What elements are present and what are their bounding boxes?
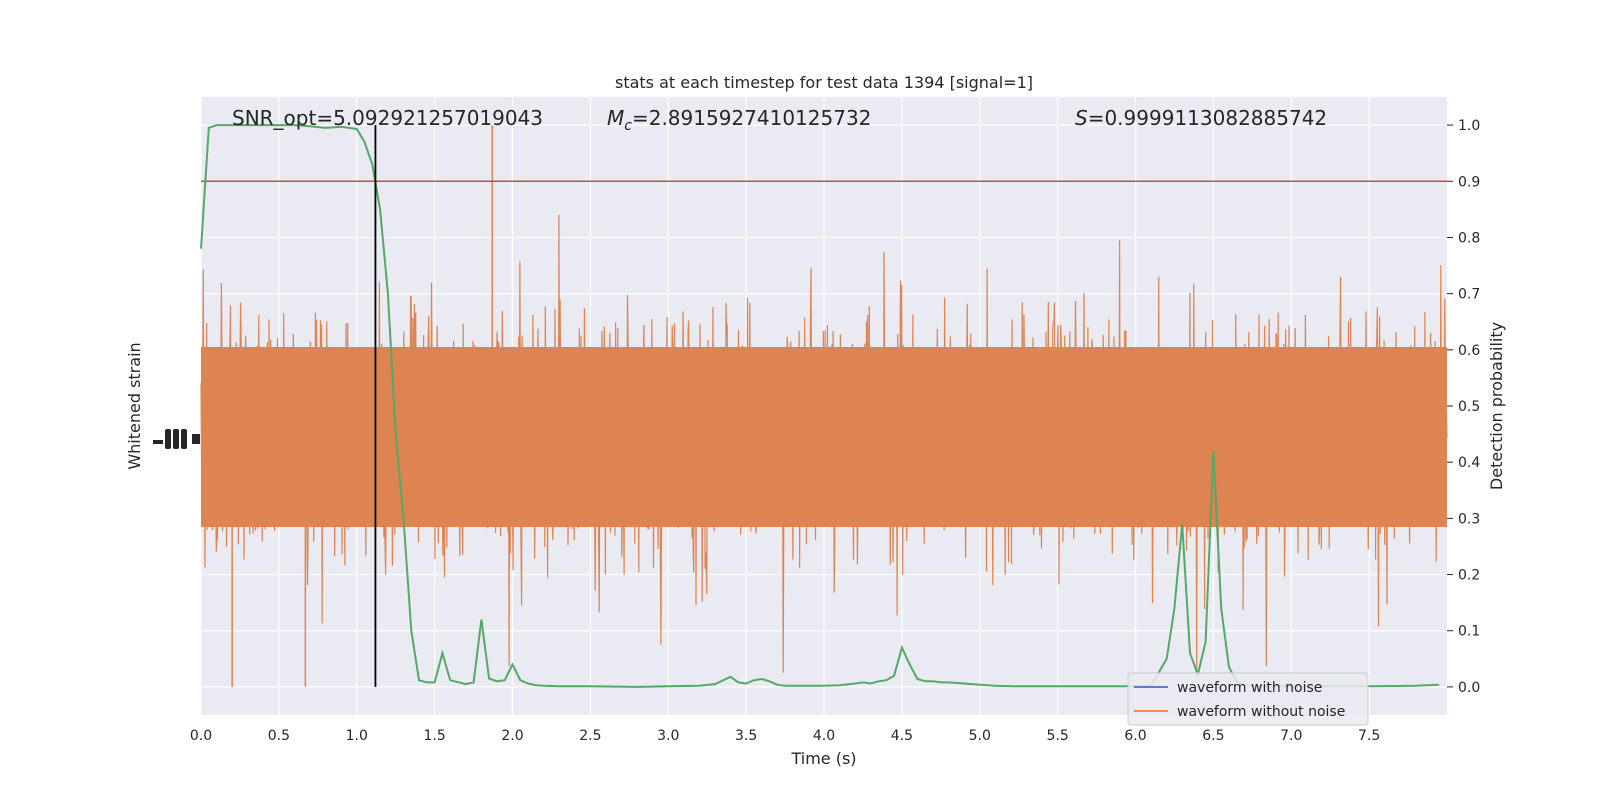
left-axis-label: Whitened strain (125, 342, 144, 469)
x-tick-label: 7.0 (1280, 728, 1302, 744)
x-tick-label: 4.0 (813, 728, 835, 744)
x-tick-label: 3.0 (657, 728, 679, 744)
x-tick-label: 7.5 (1358, 728, 1380, 744)
x-tick-label: 6.0 (1124, 728, 1146, 744)
legend: waveform with noise waveform without noi… (1127, 672, 1369, 726)
y-tick-label: 0.7 (1458, 287, 1480, 303)
y-tick-label: 0.6 (1458, 343, 1480, 359)
noise-path (200, 214, 1448, 674)
x-tick-label: 3.5 (735, 728, 757, 744)
legend-label-with-noise: waveform with noise (1177, 680, 1322, 696)
y-tick-label: 0.4 (1458, 455, 1480, 471)
x-tick-label: 6.5 (1202, 728, 1224, 744)
y-tick-label: 0.5 (1458, 399, 1480, 415)
legend-box (1127, 672, 1369, 726)
left-axis-clutter (153, 429, 200, 449)
x-tick-label: 2.5 (579, 728, 601, 744)
score-annotation: S=0.9999113082885742 (1075, 106, 1327, 130)
x-tick-label: 5.0 (969, 728, 991, 744)
x-tick-labels: 0.0 0.5 1.0 1.5 2.0 2.5 3.0 3.5 4.0 4.5 5.0 5.5 6.0 6… (190, 728, 1380, 744)
y-tick-label: 0.9 (1458, 174, 1480, 190)
waveform-without-noise-trace (200, 125, 1448, 687)
snr-annotation: SNR_opt=5.092921257019043 (232, 106, 543, 130)
legend-label-without-noise: waveform without noise (1177, 704, 1345, 720)
right-tick-labels: 0.0 0.1 0.2 0.3 0.4 0.5 0.6 0.7 0.8 0.9 1.0 (1447, 118, 1480, 696)
y-tick-label: 0.1 (1458, 624, 1480, 640)
x-tick-label: 4.5 (891, 728, 913, 744)
right-axis-label: Detection probability (1487, 322, 1506, 490)
x-tick-label: 5.5 (1046, 728, 1068, 744)
x-tick-label: 1.5 (423, 728, 445, 744)
chirp-mass-annotation: Mc=2.8915927410125732 (607, 106, 871, 134)
y-tick-label: 0.0 (1458, 680, 1480, 696)
x-tick-label: 1.0 (346, 728, 368, 744)
x-tick-label: 0.0 (190, 728, 212, 744)
y-tick-label: 0.3 (1458, 511, 1480, 527)
y-tick-label: 1.0 (1458, 118, 1480, 134)
y-tick-label: 0.8 (1458, 230, 1480, 246)
x-axis-label: Time (s) (790, 749, 856, 768)
detection-probability-line (200, 124, 1440, 688)
x-tick-label: 2.0 (501, 728, 523, 744)
y-tick-label: 0.2 (1458, 568, 1480, 584)
chart-title: stats at each timestep for test data 139… (615, 73, 1033, 92)
x-tick-label: 0.5 (268, 728, 290, 744)
